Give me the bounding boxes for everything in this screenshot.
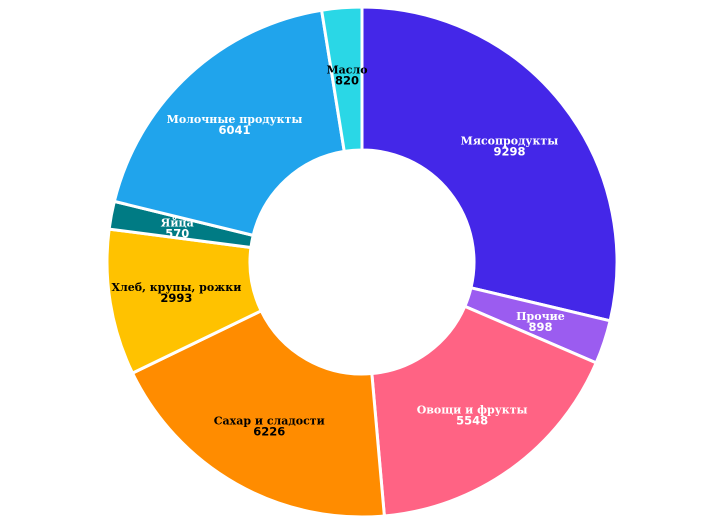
- slice-7[interactable]: [112, 8, 346, 237]
- slice-value-2: 898: [528, 320, 552, 334]
- slice-value-4: 6226: [253, 425, 285, 439]
- slice-label-5: Хлеб, крупы, рожки: [111, 281, 241, 294]
- slice-label-1: Мясопродукты: [461, 134, 559, 147]
- slice-1[interactable]: [360, 5, 619, 323]
- slice-value-6: 570: [165, 226, 189, 240]
- slice-value-7: 6041: [219, 123, 251, 137]
- slice-value-1: 9298: [493, 144, 525, 158]
- slice-label-6: Яйца: [161, 216, 194, 229]
- slice-label-2: Прочие: [516, 310, 565, 323]
- slice-value-8: 820: [335, 74, 359, 88]
- slice-label-8: Масло: [327, 64, 368, 77]
- slice-8[interactable]: [320, 5, 364, 153]
- slice-value-3: 5548: [456, 413, 488, 427]
- slice-label-4: Сахар и сладости: [214, 415, 325, 428]
- slice-value-5: 2993: [160, 291, 192, 305]
- slice-4[interactable]: [131, 309, 386, 519]
- slice-3[interactable]: [370, 304, 598, 518]
- slice-label-7: Молочные продукты: [167, 113, 303, 126]
- slice-label-3: Овощи и фрукты: [417, 403, 528, 416]
